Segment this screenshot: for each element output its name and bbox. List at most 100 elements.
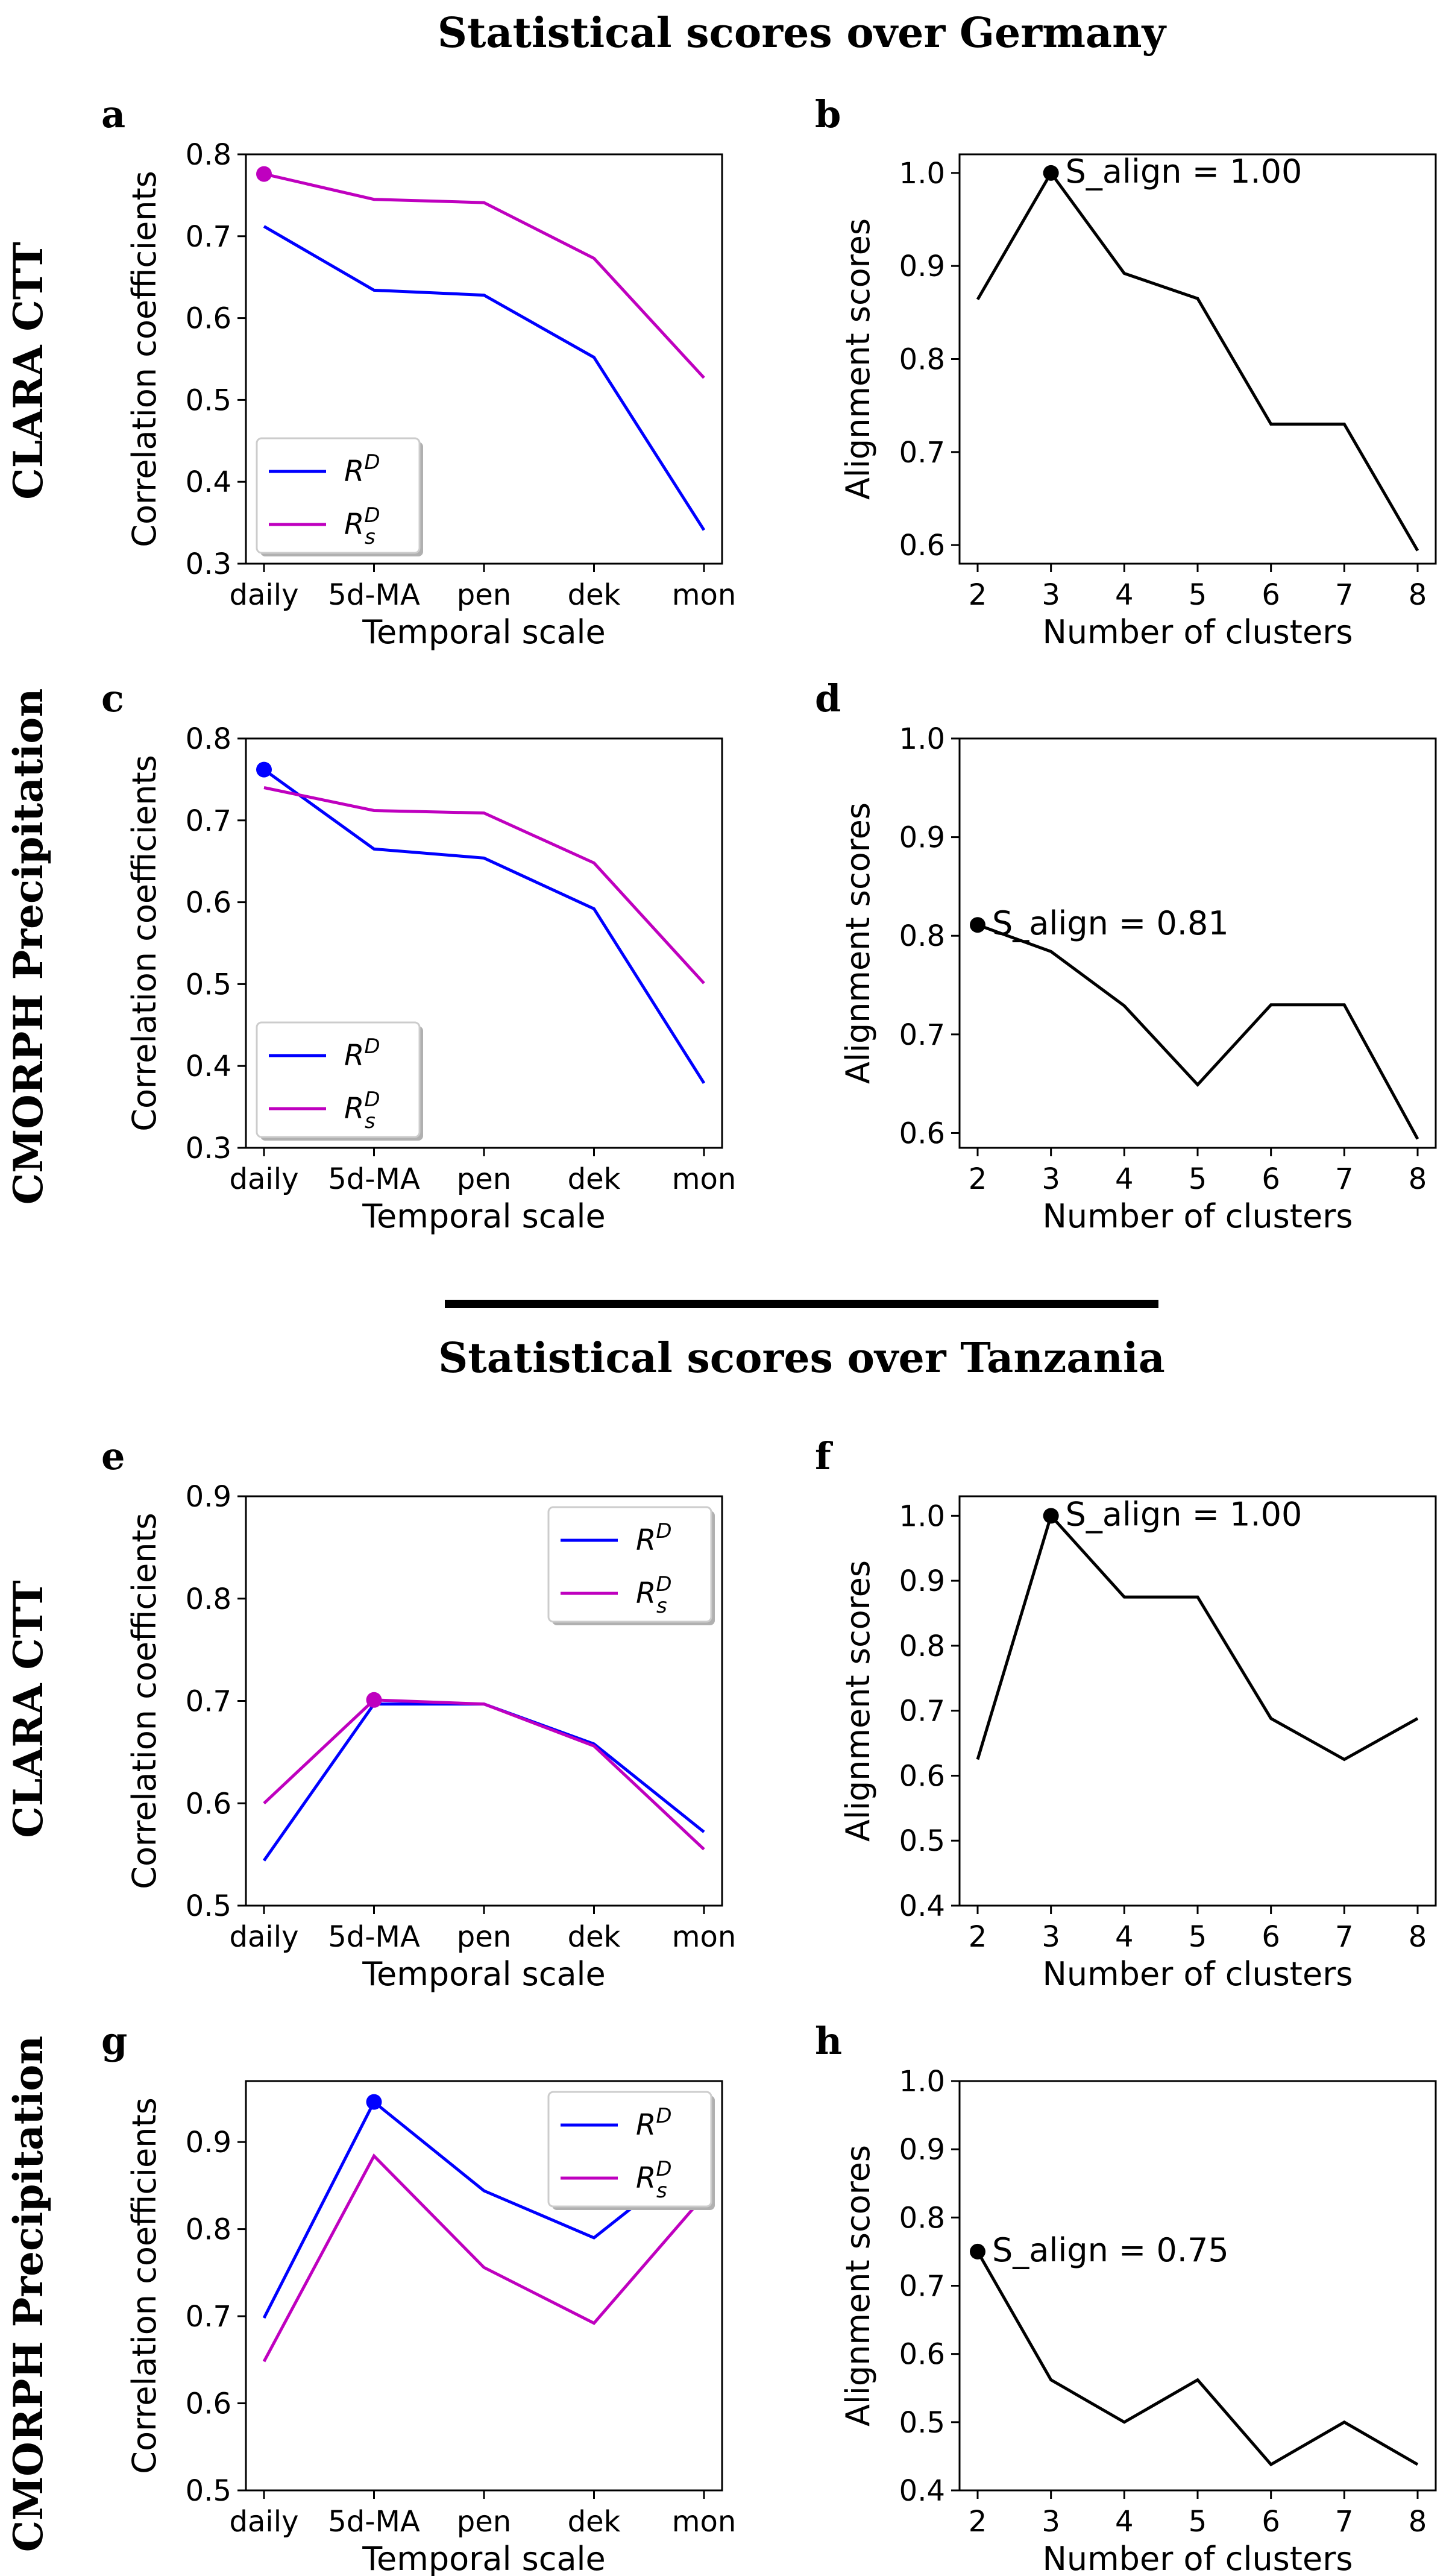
x-axis-label: Temporal scale [362, 1955, 606, 1993]
x-tick-label: 2 [969, 578, 987, 612]
x-tick-label: mon [672, 578, 737, 612]
panel-letter: d [815, 676, 841, 720]
x-tick-label: 3 [1042, 1920, 1060, 1954]
y-tick-label: 0.8 [186, 1582, 231, 1616]
x-tick-label: 7 [1335, 1162, 1354, 1196]
alignment-annotation: S_align = 1.00 [1066, 153, 1303, 191]
x-tick-label: pen [457, 1920, 511, 1954]
alignment-line [976, 1513, 1419, 1762]
y-tick-label: 0.6 [899, 1116, 945, 1150]
panel-b: b 0.6 0.7 0.8 0.9 1.0 2 3 4 5 6 7 8 Number of cluster… [815, 92, 1437, 651]
x-tick-label: 7 [1335, 578, 1354, 612]
y-tick-label: 0.5 [186, 383, 231, 417]
legend-label: RD s [344, 503, 380, 549]
y-tick-label: 0.5 [899, 1824, 945, 1858]
legend-label: RD s [636, 2157, 672, 2203]
row-label-1: CLARA CTT [5, 242, 52, 500]
legend-label: RD [344, 450, 380, 488]
legend-box [256, 1021, 421, 1138]
legend: RD RD s [547, 1506, 715, 1625]
panel-letter: b [815, 92, 841, 136]
panel-letter: g [101, 2019, 127, 2063]
highlight-point [970, 2243, 985, 2260]
y-tick-label: 0.6 [899, 1759, 945, 1793]
series-line-rd [263, 225, 706, 531]
x-tick-label: dek [568, 1162, 621, 1196]
x-tick-label: daily [230, 1920, 299, 1954]
x-axis-label: Temporal scale [362, 613, 606, 651]
x-tick-label: 2 [969, 2505, 987, 2539]
x-tick-label: 5 [1189, 578, 1207, 612]
x-tick-label: mon [672, 1162, 737, 1196]
y-tick-label: 1.0 [899, 722, 945, 756]
y-tick-label: 0.9 [186, 2126, 231, 2159]
x-axis-label: Number of clusters [1042, 2540, 1353, 2576]
y-tick-label: 0.5 [186, 1889, 231, 1923]
x-tick-label: 4 [1115, 1920, 1134, 1954]
panel-letter: e [101, 1434, 125, 1478]
legend-box [547, 2091, 712, 2208]
series-line-rd [262, 1702, 705, 1862]
series-line-rsd [262, 2153, 705, 2363]
x-axis-label: Number of clusters [1042, 1197, 1353, 1235]
alignment-annotation: S_align = 0.75 [992, 2231, 1229, 2269]
y-tick-label: 0.6 [186, 2387, 231, 2421]
highlight-point [366, 2094, 382, 2110]
x-tick-label: 8 [1409, 1162, 1427, 1196]
panel-letter: f [815, 1434, 833, 1478]
series-line-rsd [263, 172, 705, 379]
series-line-rsd [263, 786, 705, 984]
y-axis-label: Alignment scores [839, 802, 877, 1084]
y-tick-label: 0.7 [899, 1695, 945, 1728]
y-tick-label: 0.7 [186, 220, 231, 254]
x-tick-label: pen [457, 1162, 511, 1196]
series-line-rsd [263, 1698, 705, 1851]
alignment-line [976, 170, 1419, 552]
legend-label: RD [344, 1034, 380, 1072]
x-tick-label: 5d-MA [328, 2505, 420, 2539]
y-axis-label: Alignment scores [839, 1560, 877, 1842]
y-axis-label: Alignment scores [839, 2145, 877, 2426]
panel-letter: a [101, 92, 125, 136]
y-tick-label: 0.8 [899, 919, 945, 953]
y-tick-label: 1.0 [899, 157, 945, 191]
legend-label: RD s [344, 1088, 380, 1133]
y-tick-label: 0.7 [899, 2270, 945, 2304]
x-tick-label: 8 [1409, 1920, 1427, 1954]
x-tick-label: mon [672, 2505, 737, 2539]
x-tick-label: 5 [1189, 1920, 1207, 1954]
highlight-point [970, 917, 985, 933]
panel-e: e 0.5 0.6 0.7 0.8 0.9 daily 5d-MA pen dek mon Tempo… [101, 1434, 736, 1993]
x-tick-label: daily [230, 578, 299, 612]
y-tick-label: 0.9 [899, 2133, 945, 2167]
y-tick-label: 0.4 [899, 1889, 945, 1923]
section-title-germany: Statistical scores over Germany [438, 9, 1167, 57]
x-tick-label: 6 [1262, 1162, 1280, 1196]
panel-f: f 0.4 0.5 0.6 0.7 0.8 0.9 1.0 2 3 4 5 6 7 8 Number of c… [815, 1434, 1437, 1993]
y-tick-label: 0.8 [899, 2201, 945, 2235]
y-tick-label: 0.4 [186, 1050, 231, 1083]
y-tick-label: 0.9 [899, 821, 945, 855]
y-tick-label: 0.7 [186, 804, 231, 838]
x-tick-label: pen [457, 578, 511, 612]
x-tick-label: pen [457, 2505, 511, 2539]
highlight-point [366, 1692, 382, 1708]
row-label-4: CMORPH Precipitation [5, 2036, 52, 2552]
x-tick-label: 3 [1042, 2505, 1060, 2539]
y-tick-label: 0.6 [186, 302, 231, 336]
legend: RD RD s [256, 437, 423, 556]
x-tick-label: 8 [1409, 578, 1427, 612]
legend-label: RD [636, 2104, 672, 2142]
x-tick-label: 5 [1189, 2505, 1207, 2539]
y-tick-label: 0.9 [899, 1564, 945, 1598]
y-tick-label: 1.0 [899, 1499, 945, 1533]
highlight-point [1043, 165, 1059, 181]
series-line-rd [263, 768, 706, 1085]
x-tick-label: 4 [1115, 578, 1134, 612]
y-tick-label: 0.6 [899, 529, 945, 562]
row-label-2: CMORPH Precipitation [5, 688, 52, 1205]
y-tick-label: 1.0 [899, 2065, 945, 2099]
y-axis-label: Alignment scores [839, 218, 877, 500]
x-tick-label: 2 [969, 1920, 987, 1954]
